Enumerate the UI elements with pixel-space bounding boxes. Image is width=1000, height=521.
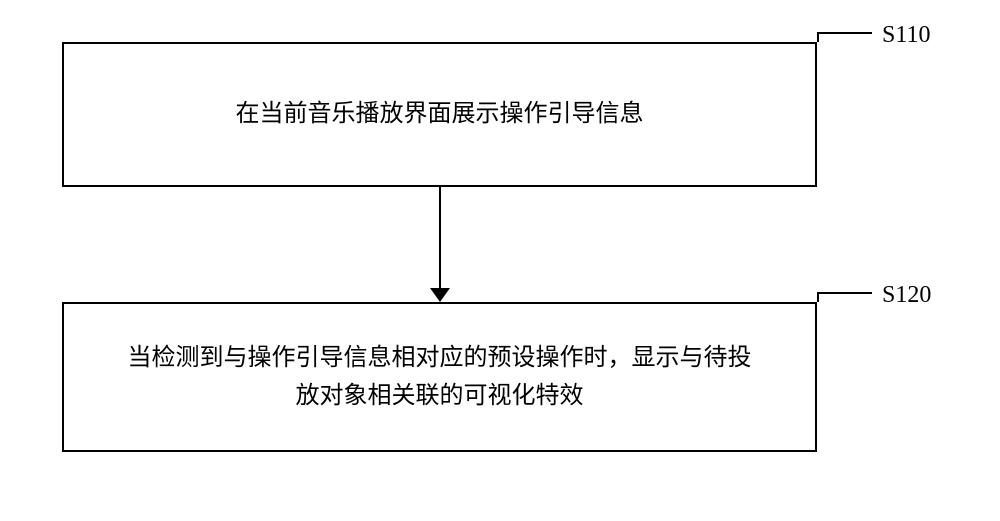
flowchart-node: 当检测到与操作引导信息相对应的预设操作时，显示与待投放对象相关联的可视化特效: [62, 302, 817, 452]
flowchart-node: 在当前音乐播放界面展示操作引导信息: [62, 42, 817, 187]
step-label: S110: [882, 22, 930, 49]
step-label: S120: [882, 282, 931, 309]
edge-line: [439, 187, 441, 290]
node-text: 当检测到与操作引导信息相对应的预设操作时，显示与待投放对象相关联的可视化特效: [120, 339, 760, 416]
node-text: 在当前音乐播放界面展示操作引导信息: [236, 95, 644, 133]
leader-line: [817, 292, 872, 294]
leader-line: [817, 32, 872, 34]
edge-arrow-head: [430, 288, 450, 302]
